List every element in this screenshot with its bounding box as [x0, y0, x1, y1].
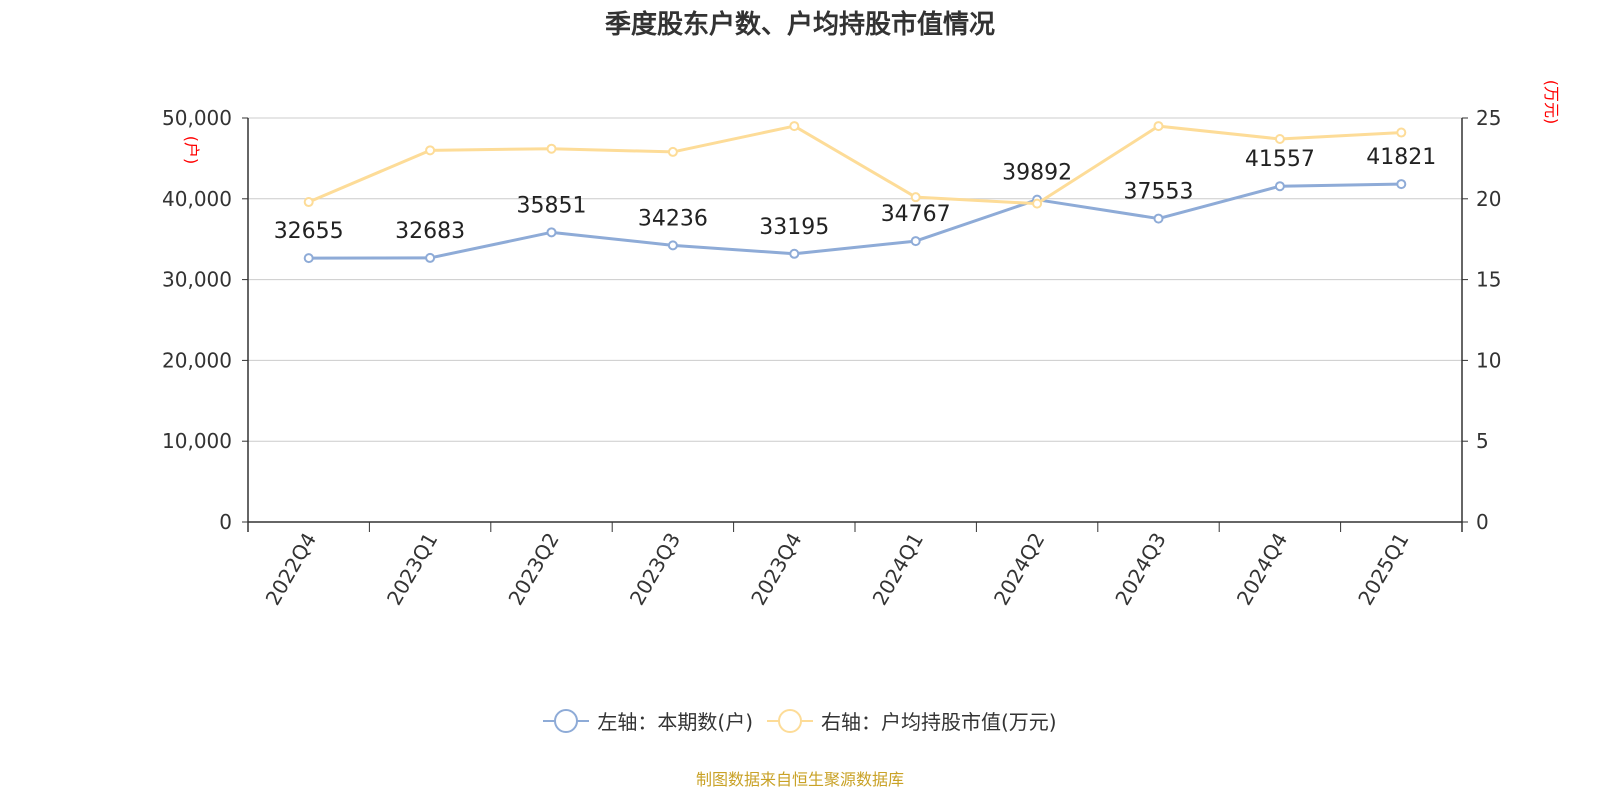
legend-line-circle-icon	[543, 708, 590, 733]
data-point-left	[1274, 181, 1285, 192]
legend: 左轴：本期数(户) 右轴：户均持股市值(万元)	[0, 706, 1600, 735]
right-axis-tick-label: 5	[1476, 429, 1489, 453]
data-point-left	[1396, 179, 1407, 190]
data-point-left	[546, 227, 557, 238]
source-note: 制图数据来自恒生聚源数据库	[695, 770, 904, 789]
left-axis-tick-label: 50,000	[162, 106, 232, 130]
x-axis-category-label: 2022Q4	[261, 529, 321, 610]
left-axis-tick-label: 10,000	[162, 429, 232, 453]
data-point-right	[1032, 198, 1043, 209]
data-label: 32655	[274, 219, 344, 244]
series-line-left	[308, 182, 1402, 260]
right-axis-tick-label: 0	[1476, 510, 1489, 534]
right-axis-tick-label: 10	[1476, 348, 1501, 372]
left-axis-tick-label: 30,000	[162, 268, 232, 292]
data-point-right	[1274, 134, 1285, 145]
right-axis-tick-label: 25	[1476, 106, 1501, 130]
left-axis-tick-label: 20,000	[162, 348, 232, 372]
data-label: 32683	[395, 219, 465, 244]
x-axis-category-label: 2023Q4	[746, 529, 806, 610]
right-axis-tick-label: 15	[1476, 268, 1501, 292]
data-label: 41557	[1245, 147, 1315, 172]
data-label: 34236	[638, 206, 708, 231]
data-point-right	[303, 197, 314, 208]
data-point-left	[910, 236, 921, 247]
data-label: 39892	[1002, 161, 1072, 186]
legend-label-left: 左轴：本期数(户)	[597, 710, 753, 734]
x-axis-category-label: 2024Q4	[1232, 529, 1292, 610]
right-axis-unit: (万元)	[1542, 80, 1561, 125]
data-point-right	[910, 192, 921, 203]
legend-item-left-series[interactable]: 左轴：本期数(户)	[543, 706, 753, 735]
data-label: 34767	[881, 202, 951, 227]
left-axis-unit: (户)	[182, 136, 201, 165]
data-point-right	[789, 121, 800, 132]
x-axis-category-label: 2024Q2	[989, 529, 1049, 610]
series-line-right	[308, 124, 1402, 206]
data-point-left	[425, 252, 436, 263]
legend-item-right-series[interactable]: 右轴：户均持股市值(万元)	[767, 706, 1057, 735]
data-label: 41821	[1366, 145, 1436, 170]
x-axis-category-label: 2023Q1	[382, 529, 442, 610]
data-point-right	[1153, 121, 1164, 132]
left-axis-tick-label: 0	[219, 510, 232, 534]
legend-label-right: 右轴：户均持股市值(万元)	[821, 710, 1057, 734]
data-label: 37553	[1124, 180, 1194, 205]
legend-line-circle-icon	[767, 708, 813, 733]
data-point-left	[789, 248, 800, 259]
data-point-left	[303, 253, 314, 264]
data-label: 33195	[759, 215, 829, 240]
data-point-left	[1153, 213, 1164, 224]
data-point-right	[425, 145, 436, 156]
x-axis-category-label: 2024Q1	[868, 529, 928, 610]
data-point-right	[546, 143, 557, 154]
chart-title: 季度股东户数、户均持股市值情况	[604, 10, 995, 40]
x-axis-category-label: 2023Q3	[625, 529, 685, 610]
right-axis-tick-label: 20	[1476, 187, 1501, 211]
data-point-right	[1396, 127, 1407, 138]
data-point-left	[667, 240, 678, 251]
data-point-right	[667, 146, 678, 157]
x-axis-category-label: 2024Q3	[1110, 529, 1170, 610]
x-axis-category-label: 2023Q2	[503, 529, 563, 610]
x-axis-category-label: 2025Q1	[1353, 529, 1413, 610]
data-label: 35851	[517, 193, 587, 218]
left-axis-tick-label: 40,000	[162, 187, 232, 211]
